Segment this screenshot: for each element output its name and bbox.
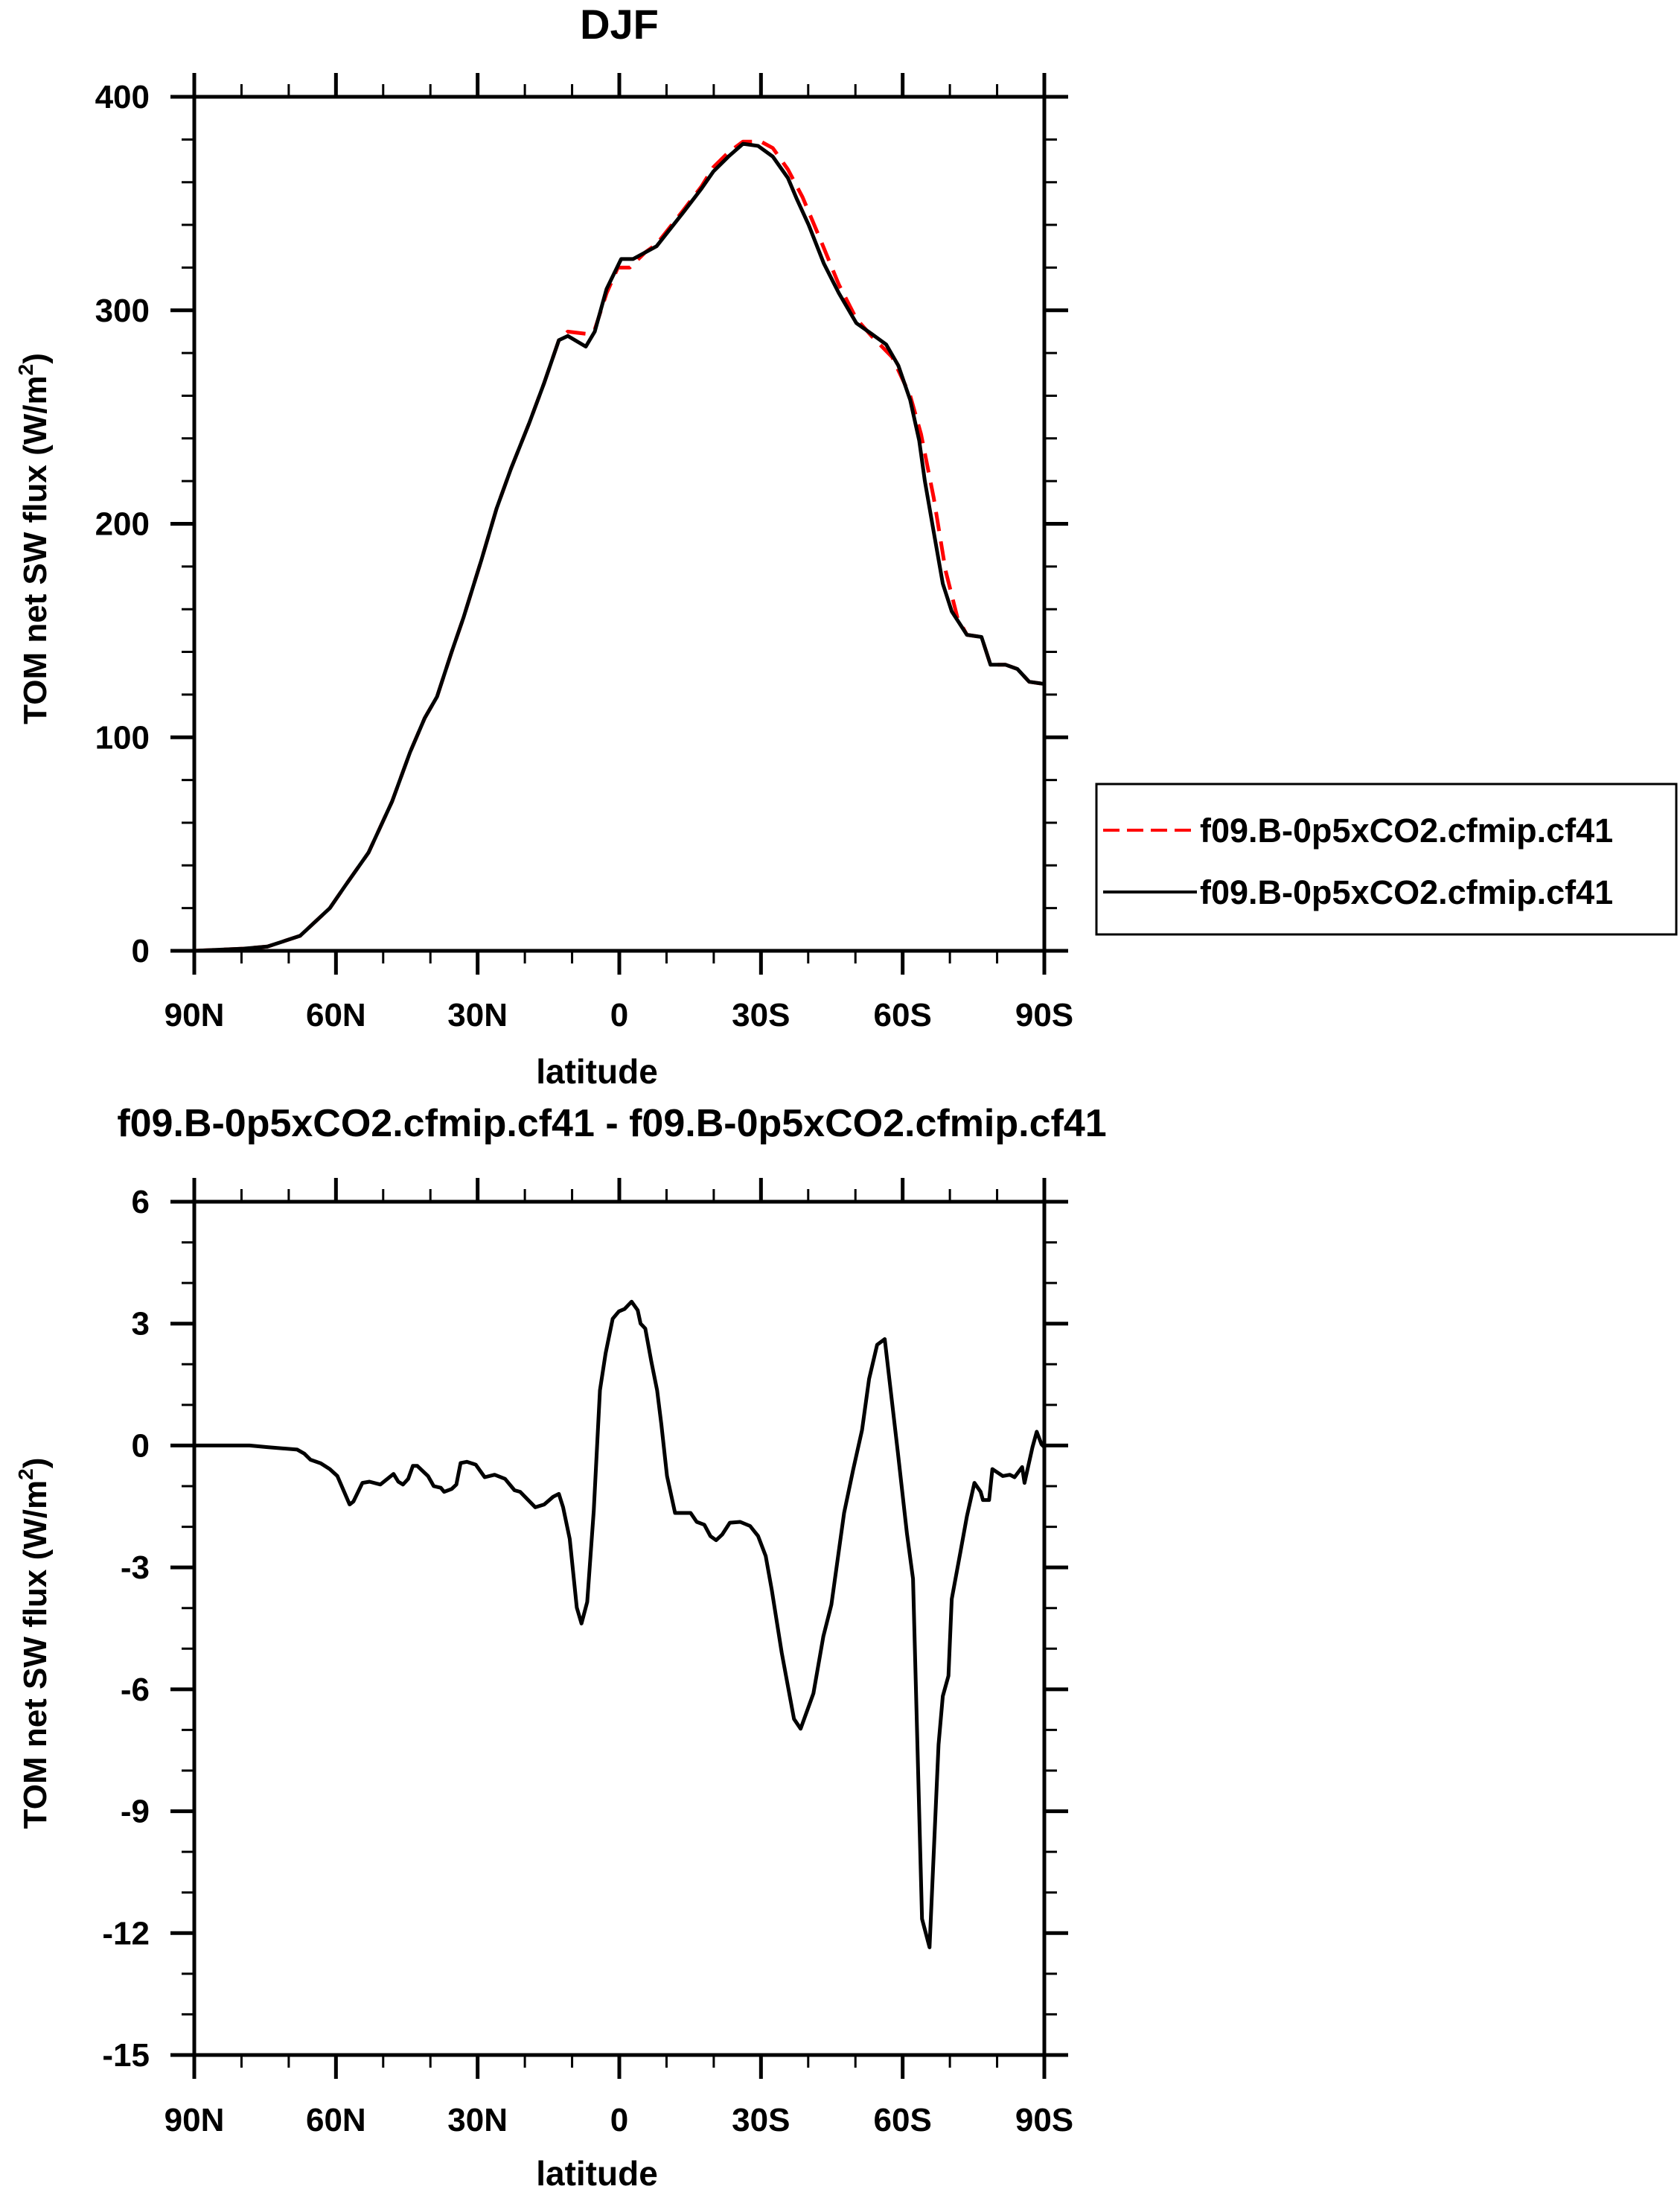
x-axis-label: latitude	[536, 1052, 658, 1091]
y-axis-label-close: )	[17, 1458, 54, 1469]
y-axis-label-text: TOM net SW flux (W/m	[17, 1480, 54, 1829]
x-tick-label: 90N	[165, 997, 225, 1033]
x-tick-label: 30S	[732, 997, 790, 1033]
chart-title: f09.B-0p5xCO2.cfmip.cf41 - f09.B-0p5xCO2…	[117, 1102, 1106, 1145]
y-axis-label-close: )	[17, 353, 54, 364]
y-axis: 6 3 0 -3 -6 -9 -12 -15 TOM net SW flux (W/m2)	[14, 1184, 1068, 2074]
y-tick-label: 6	[132, 1184, 150, 1220]
y-tick-label: -9	[121, 1794, 150, 1830]
x-tick-label: 60S	[874, 997, 932, 1033]
plot-frame	[192, 1199, 1047, 2057]
y-tick-label: -3	[121, 1549, 150, 1586]
y-tick-label: -12	[102, 1915, 150, 1952]
x-tick-label: 90S	[1015, 2102, 1073, 2138]
y-tick-label: 300	[95, 293, 150, 329]
y-tick-label: -6	[121, 1672, 150, 1708]
x-axis: 90N 60N 30N 0 30S 60S 90S latitude	[165, 1178, 1073, 2192]
legend-box	[1095, 783, 1678, 936]
y-tick-label: 100	[95, 719, 150, 756]
y-tick-label: 400	[95, 79, 150, 115]
y-tick-label: 0	[132, 933, 150, 969]
y-axis-label: TOM net SW flux (W/m2)	[14, 1458, 54, 1829]
x-tick-label: 60S	[874, 2102, 932, 2138]
series-line-2	[194, 141, 1045, 953]
y-tick-label: 200	[95, 506, 150, 543]
series-group	[194, 1299, 1046, 1949]
x-tick-label: 30N	[447, 997, 508, 1033]
plot-frame	[192, 95, 1047, 953]
y-axis-label-text: TOM net SW flux (W/m	[17, 375, 54, 724]
series-group	[194, 139, 1045, 953]
x-tick-label: 90N	[165, 2102, 225, 2138]
y-tick-label: -15	[102, 2037, 150, 2074]
y-axis-label: TOM net SW flux (W/m2)	[14, 353, 54, 724]
x-axis: 90N 60N 30N 0 30S 60S 90S latitude	[165, 73, 1073, 1091]
x-tick-label: 30N	[447, 2102, 508, 2138]
x-tick-label: 30S	[732, 2102, 790, 2138]
y-axis-label-sup: 2	[14, 1468, 37, 1480]
x-tick-label: 60N	[306, 2102, 366, 2138]
y-tick-label: 0	[132, 1427, 150, 1464]
y-axis-label-sup: 2	[14, 364, 37, 376]
chart-panel-2: f09.B-0p5xCO2.cfmip.cf41 - f09.B-0p5xCO2…	[14, 1102, 1107, 2192]
legend-label-2: f09.B-0p5xCO2.cfmip.cf41	[1200, 873, 1613, 911]
chart-title: DJF	[580, 1, 659, 48]
legend: f09.B-0p5xCO2.cfmip.cf41 f09.B-0p5xCO2.cf…	[1095, 783, 1678, 936]
legend-label-1: f09.B-0p5xCO2.cfmip.cf41	[1200, 812, 1613, 850]
x-tick-label: 60N	[306, 997, 366, 1033]
y-axis: 0 100 200 300 400 TOM net SW flux (W/m2)	[14, 79, 1068, 969]
series-line-1	[194, 139, 1045, 953]
y-tick-label: 3	[132, 1306, 150, 1342]
x-tick-label: 0	[610, 997, 628, 1033]
chart-panel-1: DJF 90N 60N 30N 0 30S 60S 90S latitude 0 100 200 300…	[14, 1, 1678, 1091]
series-line-1	[194, 1299, 1046, 1949]
x-tick-label: 90S	[1015, 997, 1073, 1033]
x-axis-label: latitude	[536, 2154, 658, 2192]
x-tick-label: 0	[610, 2102, 628, 2138]
